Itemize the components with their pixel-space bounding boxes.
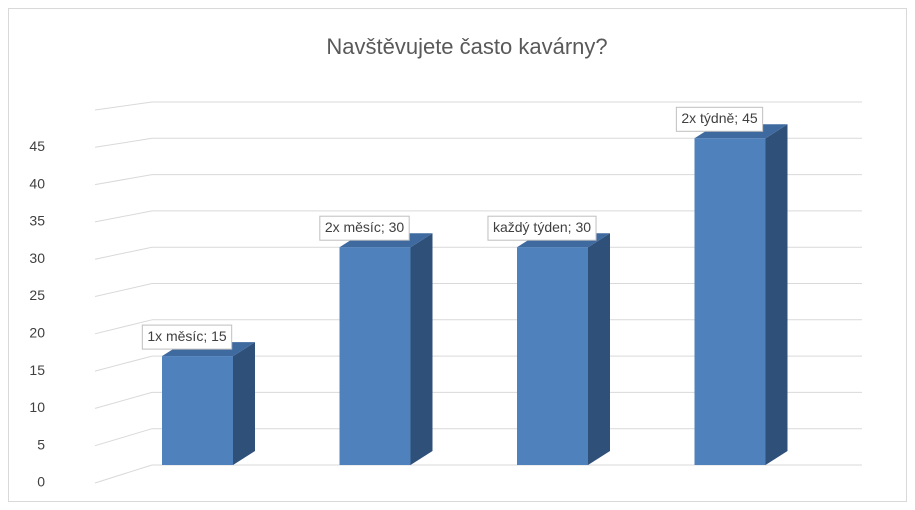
grid-line — [94, 174, 153, 186]
grid-line — [94, 428, 153, 447]
data-label: 2x měsíc; 30 — [319, 215, 410, 241]
grid-line — [94, 283, 153, 297]
grid-line — [94, 391, 153, 409]
y-tick-label: 15 — [29, 362, 45, 378]
y-tick-label: 0 — [37, 474, 45, 490]
y-tick-label: 30 — [29, 250, 45, 266]
grid-line — [94, 137, 153, 148]
data-label-text: každý týden; 30 — [493, 219, 591, 235]
data-label-box — [487, 215, 597, 241]
grid-line — [94, 246, 153, 260]
y-tick-label: 25 — [29, 287, 45, 303]
y-tick-label: 35 — [29, 213, 45, 229]
grid-line — [94, 210, 153, 223]
data-label-text: 1x měsíc; 15 — [147, 328, 227, 344]
grid-line — [94, 355, 153, 372]
bar — [339, 247, 411, 465]
y-tick-label: 20 — [29, 325, 45, 341]
y-tick-label: 40 — [29, 175, 45, 191]
chart-title: Navštěvujete často kavárny? — [326, 34, 607, 59]
y-tick-label: 45 — [29, 138, 45, 154]
grid-line — [94, 464, 153, 484]
bar — [694, 138, 766, 466]
data-label: každý týden; 30 — [487, 215, 597, 241]
data-label-text: 2x měsíc; 30 — [325, 219, 405, 235]
bar-side — [410, 233, 433, 465]
wall-edge — [94, 101, 153, 111]
data-label-text: 2x týdně; 45 — [681, 110, 757, 126]
bar-side — [588, 233, 610, 465]
y-tick-label: 10 — [29, 399, 45, 415]
data-label: 1x měsíc; 15 — [141, 324, 233, 350]
data-label-box — [319, 215, 410, 241]
bar-side — [233, 342, 255, 465]
y-tick-label: 5 — [37, 436, 45, 452]
grid-line — [94, 319, 153, 335]
bar — [162, 356, 233, 465]
data-label-box — [141, 324, 233, 350]
data-label-box — [675, 106, 764, 132]
data-label: 2x týdně; 45 — [675, 106, 764, 132]
bar-side — [765, 124, 788, 466]
bar — [517, 247, 588, 465]
